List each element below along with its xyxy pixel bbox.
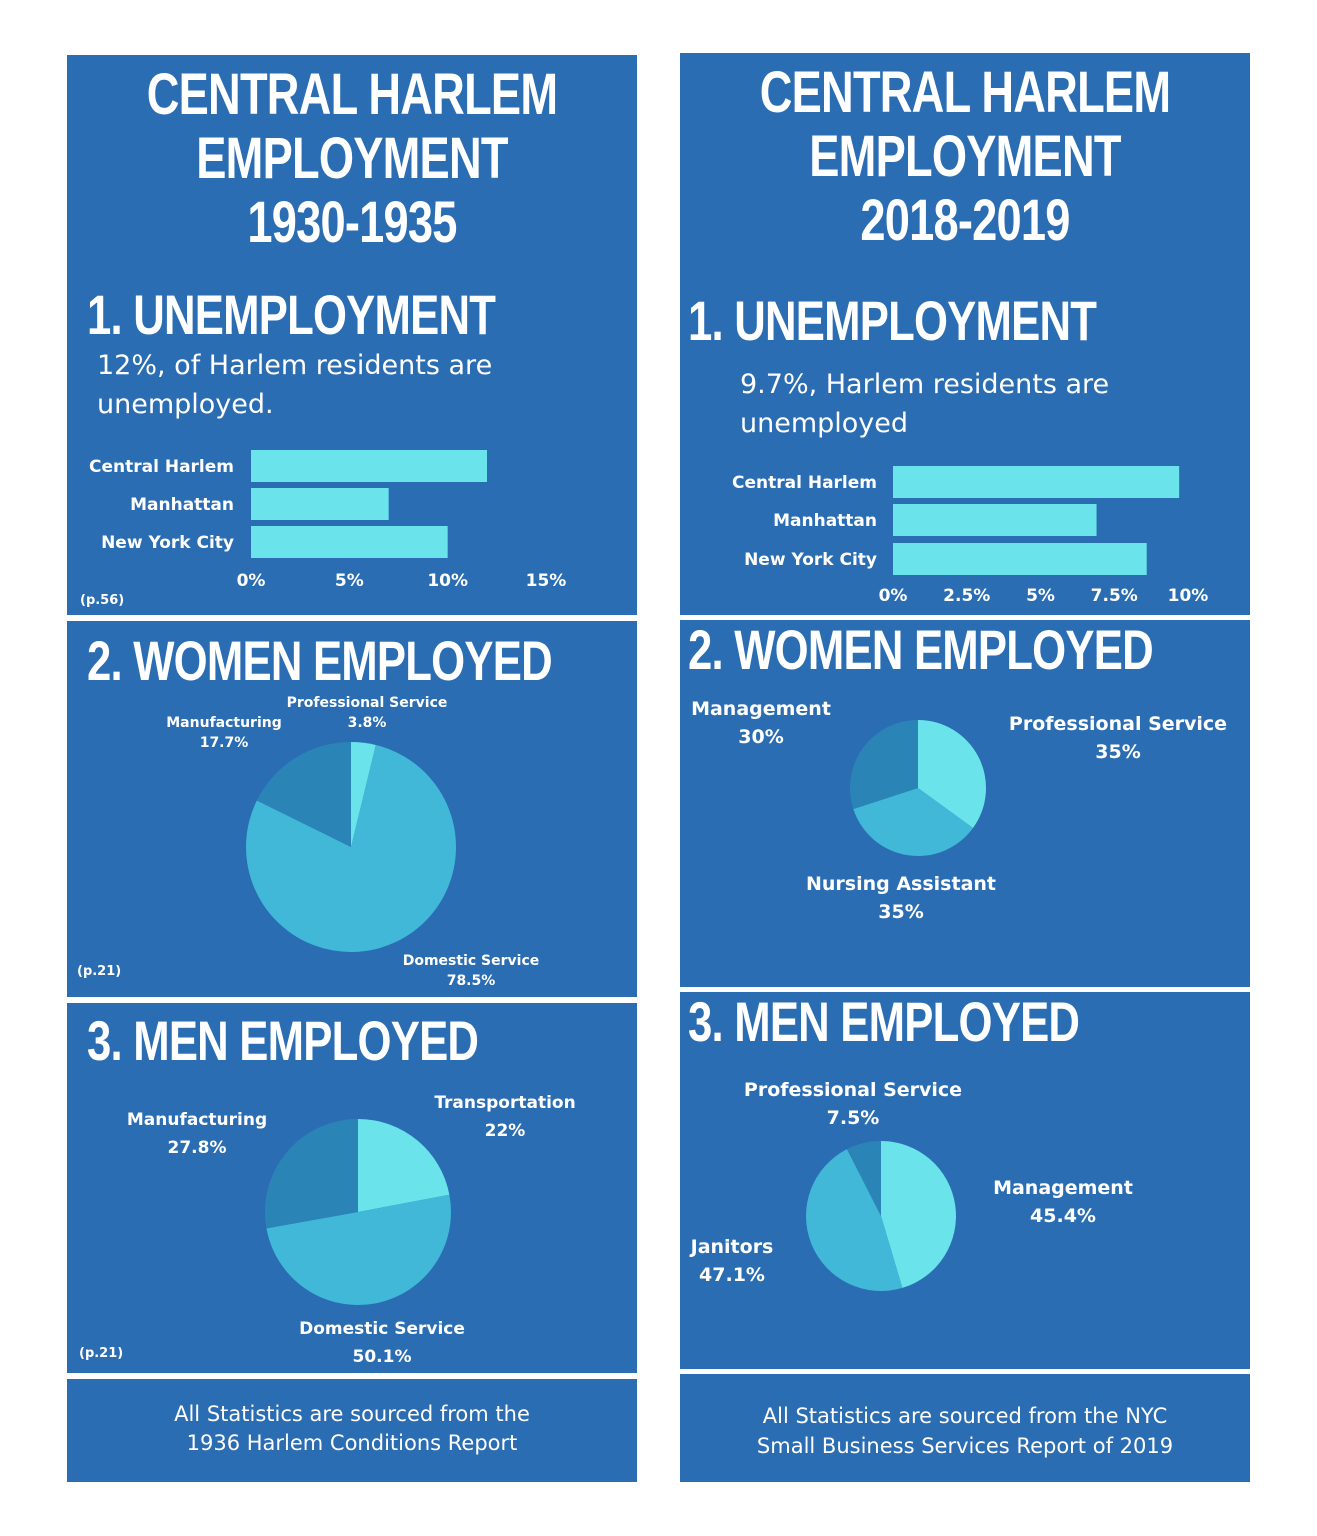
bar-label-central-harlem: Central Harlem [732, 473, 877, 493]
slice-label-professional-service: Professional Service [287, 695, 448, 711]
pie-slice-professional-service [351, 742, 376, 847]
slice-value-manufacturing: 17.7% [200, 735, 249, 751]
bar-label-new-york-city: New York City [744, 550, 877, 570]
bar-label-manhattan: Manhattan [773, 511, 877, 531]
pie-slice-manufacturing [256, 742, 351, 847]
right-title-line1: CENTRAL HARLEM [759, 60, 1171, 125]
left-title-line3: 1930-1935 [247, 190, 457, 255]
slice-value-manufacturing: 27.8% [168, 1138, 227, 1158]
left-sec3-ref: (p.21) [79, 1346, 124, 1361]
right-sec3-title: 3. MEN EMPLOYED [688, 990, 1080, 1053]
women-1930-pie-chart: Professional Service 3.8% Domestic Service… [166, 695, 540, 989]
bar-label-manhattan: Manhattan [130, 495, 234, 515]
bar-new-york-city [251, 526, 448, 558]
slice-label-domestic-service: Domestic Service [299, 1319, 465, 1339]
slice-value-domestic-service: 78.5% [447, 973, 496, 989]
slice-value-nursing-assistant: 35% [878, 901, 923, 923]
men-2018-pie-chart: Management 45.4% Janitors 47.1% Professional… [689, 1079, 1133, 1291]
left-sec3-title: 3. MEN EMPLOYED [87, 1009, 479, 1072]
right-sec1-title: 1. UNEMPLOYMENT [688, 289, 1097, 352]
x-tick-label: 5% [1026, 586, 1055, 606]
x-tick-label: 7.5% [1091, 586, 1138, 606]
left-source-line1: All Statistics are sourced from the [174, 1402, 530, 1426]
pie-slice-management [881, 1141, 956, 1288]
bar-central-harlem [251, 450, 487, 482]
left-sec1-desc-line1: 12%, of Harlem residents are [97, 350, 493, 381]
bar-new-york-city [893, 543, 1147, 575]
slice-value-janitors: 47.1% [699, 1264, 765, 1286]
slice-value-management: 45.4% [1030, 1205, 1096, 1227]
pie-slice-domestic-service [266, 1194, 451, 1305]
x-tick-label: 0% [237, 571, 266, 591]
pie-slice-janitors [806, 1149, 903, 1291]
slice-label-domestic-service: Domestic Service [403, 953, 540, 969]
pie-slice-transportation [358, 1119, 450, 1212]
pie-slice-professional-service [846, 1141, 881, 1216]
slice-value-professional-service: 35% [1095, 741, 1140, 763]
right-title-line3: 2018-2019 [860, 188, 1070, 253]
left-panel-source: All Statistics are sourced from the 1936… [67, 1379, 637, 1482]
pie-slice-manufacturing [265, 1119, 358, 1229]
bar-central-harlem [893, 466, 1180, 498]
left-panel-men: 3. MEN EMPLOYED Transportation 22% Domesti… [67, 1003, 637, 1373]
right-source-line2: Small Business Services Report of 2019 [756, 1434, 1174, 1458]
bar-manhattan [251, 488, 389, 520]
slice-label-management: Management [691, 698, 831, 720]
pie-slice-domestic-service [246, 744, 457, 952]
women-2018-pie-chart: Professional Service 35% Nursing Assistant… [691, 698, 1227, 923]
slice-value-professional-service: 7.5% [827, 1107, 880, 1129]
slice-label-manufacturing: Manufacturing [166, 715, 282, 731]
slice-label-professional-service: Professional Service [744, 1079, 962, 1101]
x-tick-label: 0% [879, 586, 908, 606]
pie-slice-nursing-assistant [853, 788, 974, 856]
left-panel-unemployment: CENTRAL HARLEM EMPLOYMENT 1930-1935 1. U… [67, 55, 637, 615]
right-sec2-title: 2. WOMEN EMPLOYED [688, 618, 1154, 681]
left-panel-women: 2. WOMEN EMPLOYED Professional Service 3.… [67, 621, 637, 997]
bar-label-new-york-city: New York City [101, 533, 234, 553]
slice-label-transportation: Transportation [434, 1093, 575, 1113]
slice-label-management: Management [993, 1177, 1133, 1199]
slice-label-professional-service: Professional Service [1009, 713, 1227, 735]
left-sec2-title: 2. WOMEN EMPLOYED [87, 629, 553, 692]
slice-value-domestic-service: 50.1% [353, 1347, 412, 1367]
right-panel-women: 2. WOMEN EMPLOYED Professional Service 35… [680, 620, 1250, 987]
slice-value-management: 30% [738, 726, 783, 748]
bar-label-central-harlem: Central Harlem [89, 457, 234, 477]
x-tick-label: 10% [427, 571, 468, 591]
right-panel-source: All Statistics are sourced from the NYC … [680, 1374, 1250, 1482]
right-title-line2: EMPLOYMENT [809, 124, 1121, 189]
left-source-line2: 1936 Harlem Conditions Report [186, 1431, 518, 1455]
left-sec1-desc-line2: unemployed. [97, 389, 274, 420]
men-1930-pie-chart: Transportation 22% Domestic Service 50.1% Ma… [127, 1093, 576, 1367]
right-panel-men: 3. MEN EMPLOYED Management 45.4% Janitors 4… [680, 992, 1250, 1369]
slice-label-janitors: Janitors [689, 1236, 774, 1258]
right-panel-unemployment: CENTRAL HARLEM EMPLOYMENT 2018-2019 1. U… [680, 53, 1250, 615]
left-sec2-ref: (p.21) [77, 964, 122, 979]
right-source-line1: All Statistics are sourced from the NYC [762, 1404, 1168, 1428]
x-tick-label: 10% [1168, 586, 1209, 606]
left-title-line1: CENTRAL HARLEM [146, 62, 558, 127]
right-sec1-desc-line2: unemployed [740, 408, 909, 439]
x-tick-label: 2.5% [943, 586, 990, 606]
slice-value-transportation: 22% [485, 1121, 526, 1141]
slice-value-professional-service: 3.8% [348, 715, 387, 731]
left-sec1-title: 1. UNEMPLOYMENT [87, 283, 496, 346]
left-sec1-ref: (p.56) [80, 593, 125, 608]
pie-slice-management [850, 720, 918, 810]
bar-manhattan [893, 504, 1097, 536]
slice-label-manufacturing: Manufacturing [127, 1110, 267, 1130]
right-sec1-desc-line1: 9.7%, Harlem residents are [740, 369, 1110, 400]
left-title-line2: EMPLOYMENT [196, 126, 508, 191]
x-tick-label: 15% [526, 571, 567, 591]
slice-label-nursing-assistant: Nursing Assistant [806, 873, 996, 895]
x-tick-label: 5% [335, 571, 364, 591]
pie-slice-professional-service [918, 720, 986, 828]
